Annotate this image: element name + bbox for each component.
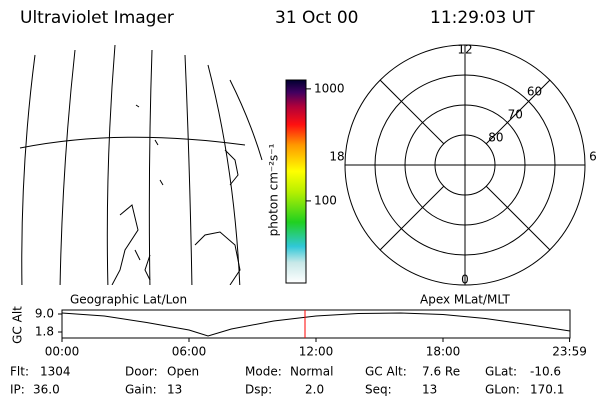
y-tick-label: 1.8: [35, 325, 54, 339]
field-value: 13: [167, 383, 182, 397]
field-label: Flt:: [10, 365, 29, 379]
field-value: 36.0: [33, 383, 60, 397]
mlt-label: 6: [589, 150, 597, 164]
field-label: Seq:: [365, 383, 392, 397]
y-tick-label: 9.0: [35, 307, 54, 321]
map-label: Geographic Lat/Lon: [70, 293, 187, 307]
field-label: GLon:: [485, 383, 520, 397]
colorbar: [285, 79, 307, 284]
field-label: Gain:: [125, 383, 157, 397]
colorbar-label: photon cm⁻²s⁻¹: [267, 143, 281, 236]
field-label: Door:: [125, 365, 158, 379]
time: 11:29:03 UT: [430, 8, 535, 28]
polar-spoke: [379, 185, 445, 251]
gc-alt-frame: [61, 309, 571, 339]
field-label: GLat:: [485, 365, 517, 379]
x-tick-label: 00:00: [45, 345, 80, 359]
field-label: Dsp:: [245, 383, 272, 397]
polar-label: Apex MLat/MLT: [420, 293, 510, 307]
x-tick-label: 12:00: [299, 345, 334, 359]
field-value: Open: [167, 365, 199, 379]
date: 31 Oct 00: [275, 8, 358, 28]
map: [19, 44, 263, 285]
polar-spoke: [485, 79, 551, 145]
gc-alt-label: GC Alt: [11, 306, 25, 344]
colorbar-tick-label: 1000: [314, 81, 345, 95]
field-value: 1304: [40, 365, 71, 379]
mlt-label: 0: [461, 273, 469, 287]
x-tick-label: 06:00: [172, 345, 207, 359]
polar-spoke: [379, 79, 445, 145]
polar-spoke: [485, 185, 551, 251]
polar-ring-label: 60: [527, 85, 542, 99]
polar-ring-label: 80: [488, 131, 503, 145]
field-label: Mode:: [245, 365, 282, 379]
field-value: 13: [422, 383, 437, 397]
colorbar-tick-label: 100: [314, 193, 337, 207]
mlt-label: 18: [329, 150, 344, 164]
field-value: 170.1: [530, 383, 564, 397]
title: Ultraviolet Imager: [20, 8, 174, 28]
gc-alt-curve: [61, 312, 571, 337]
field-label: IP:: [10, 383, 25, 397]
field-value: 7.6 Re: [422, 365, 460, 379]
x-tick-label: 23:59: [552, 345, 587, 359]
field-value: 2.0: [305, 383, 324, 397]
field-value: -10.6: [530, 365, 561, 379]
field-label: GC Alt:: [365, 365, 407, 379]
mlt-label: 12: [457, 43, 472, 57]
field-value: Normal: [290, 365, 333, 379]
x-tick-label: 18:00: [426, 345, 461, 359]
